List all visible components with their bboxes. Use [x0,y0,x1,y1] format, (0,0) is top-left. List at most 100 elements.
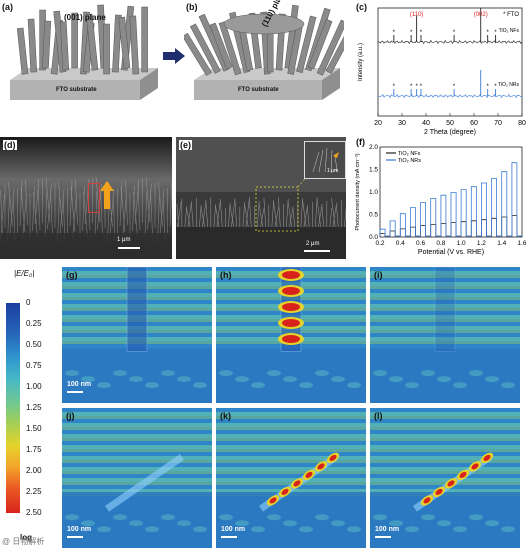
panel-h-label: (h) [220,270,232,280]
annotation-002: (002) [474,12,488,18]
scale-bar-j [67,536,83,538]
jv-frame [379,146,523,238]
xrd-frame [377,7,523,117]
xrd-series-label: TiO₂ NRs [498,82,519,88]
fto-star-marker: * [410,30,413,36]
colorbar-tick: 1.00 [26,382,42,391]
xrd-series-baseline [377,39,523,45]
panel-l-label: (l) [374,411,383,421]
panel-a-schematic: (a) (001) plane FTO substrate [0,0,162,110]
colorbar-title: |E/E₀| [14,269,35,278]
panel-a-label: (a) [2,2,13,12]
panel-k-label: (k) [220,411,231,421]
xrd-tick-label: 60 [470,120,478,127]
field-svg-l [370,408,520,548]
panel-i-field-map: (i) [370,267,520,403]
fto-star-marker: * [453,84,456,90]
panel-e-sem-image: 1 μm (e) 2 μm [176,137,346,259]
xrd-chart-svg: 20 30 40 50 60 70 80 2 Theta (degree) Intensity … [358,7,526,136]
xrd-series-label: TiO₂ NFs [499,28,520,34]
fto-star-marker: * [410,84,413,90]
panel-d-label: (d) [3,140,17,150]
panel-b-schematic: (b) (110) plane FTO substrate [184,0,344,110]
panel-c-label: (c) [356,2,367,12]
panel-i-label: (i) [374,270,383,280]
field-svg-i [370,267,520,403]
scale-text-j: 100 nm [67,526,92,533]
panel-d-sem-image: (d) 1 μm [0,137,172,259]
panel-g-label: (g) [66,270,78,280]
fto-star-marker: * [415,84,418,90]
fto-star-marker: * [494,84,497,90]
colorbar-tick: 1.50 [26,424,42,433]
xrd-ylabel: Intensity (a.u.) [358,43,364,81]
panel-k-field-map: (k) 100 nm [216,408,366,548]
scale-text-d: 1 μm [117,237,131,243]
jv-x-tick-label: 0.8 [436,240,445,247]
colorbar: |E/E₀| 0 0.25 0.50 0.75 1.00 1.25 1.50 1.75 2.00… [0,267,58,550]
xrd-series-baseline [377,93,523,99]
panel-g-field-map: (g) 100 nm [62,267,212,403]
panel-j-label: (j) [66,411,75,421]
scale-text-e: 2 μm [306,241,320,247]
jv-y-tick-label: 2.0 [369,144,378,151]
red-highlight-box [88,183,100,213]
panel-f-photocurrent-chart: 0.2 0.4 0.6 0.8 1.0 1.2 1.4 1.6 0.0 0.5 1.0 1.5 2.0 P… [350,137,529,259]
jv-y-tick-label: 1.0 [369,189,378,196]
jv-x-tick-label: 1.6 [517,240,526,247]
panel-l-field-map: (l) 100 nm [370,408,520,548]
colorbar-gradient [6,303,20,513]
field-svg-j [62,408,212,548]
colorbar-tick: 0.50 [26,340,42,349]
transform-arrow-icon [163,48,185,64]
jv-y-tick-label: 0.0 [369,234,378,241]
fto-star-marker: * [487,84,490,90]
xrd-tick-label: 80 [518,120,526,127]
panel-b-label: (b) [186,2,198,12]
jv-legend-label: TiO₂ NRs [398,158,421,164]
scale-bar-l [375,536,391,538]
jv-y-tick-label: 1.5 [369,167,378,174]
jv-chart-svg: 0.2 0.4 0.6 0.8 1.0 1.2 1.4 1.6 0.0 0.5 1.0 1.5 2.0 P… [355,144,527,256]
nanorod-schematic-b [184,4,344,100]
fto-star-marker: * [453,30,456,36]
xrd-tick-label: 50 [446,120,454,127]
panel-f-label: (f) [356,137,365,147]
field-svg-h [216,267,366,403]
nanorod-schematic-a [10,4,158,100]
jv-x-tick-label: 1.4 [497,240,506,247]
inset-sem: 1 μm [304,141,346,179]
colorbar-tick: 2.00 [26,466,42,475]
jv-legend-label: TiO₂ NFs [398,151,421,157]
jv-y-tick-label: 0.5 [369,212,378,219]
xrd-tick-label: 40 [422,120,430,127]
jv-ylabel: Photocurrent density (mA cm⁻²) [355,153,361,230]
xrd-xlabel: 2 Theta (degree) [424,129,476,136]
xrd-tick-label: 70 [494,120,502,127]
plane-001-label: (001) plane [64,13,106,22]
colorbar-tick: 0.75 [26,361,42,370]
watermark-text: @ 日物解析 [2,537,45,546]
colorbar-tick: 1.75 [26,445,42,454]
scale-bar-g [67,391,83,393]
fto-star-marker: * [393,84,396,90]
colorbar-tick: 1.25 [26,403,42,412]
panel-j-field-map: (j) 100 nm [62,408,212,548]
xrd-tick-label: 20 [374,120,382,127]
jv-x-tick-label: 0.6 [416,240,425,247]
field-svg-k [216,408,366,548]
panel-e-label: (e) [179,140,192,150]
jv-x-tick-label: 0.4 [396,240,405,247]
colorbar-footer: log [20,533,32,542]
scale-bar-k [221,536,237,538]
colorbar-tick: 2.25 [26,487,42,496]
xrd-tick-label: 30 [398,120,406,127]
xrd-legend: * FTO [503,12,519,18]
scale-text-k: 100 nm [221,526,246,533]
growth-arrow-icon [100,181,114,209]
colorbar-tick: 2.50 [26,508,42,517]
fto-star-marker: * [420,84,423,90]
fto-star-marker: * [393,30,396,36]
inset-scale-text: 1 μm [327,168,339,174]
fto-substrate-label-a: FTO substrate [56,87,97,93]
